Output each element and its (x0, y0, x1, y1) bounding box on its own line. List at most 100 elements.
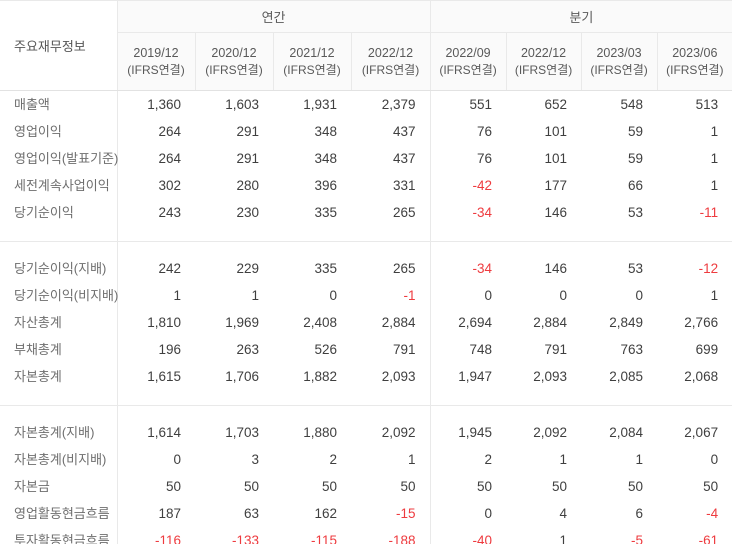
value-cell: 196 (116, 336, 195, 363)
value-cell: 513 (695, 97, 719, 112)
value-cell: 50 (116, 473, 195, 500)
value-cell: 50 (552, 479, 568, 494)
value-cell: 2,067 (684, 425, 719, 440)
value-cell: 2,084 (609, 425, 644, 440)
table-row: 부채총계 196 263 526 791 748 791 763 699 (0, 336, 732, 363)
column-standard: (IFRS연결) (439, 62, 497, 77)
section-capital-cashflow: 자본총계(지배) 1,614 1,703 1,880 2,092 1,945 2… (0, 405, 732, 544)
value-cell: 763 (620, 342, 644, 357)
column-header: 2020/12 (IFRS연결) (194, 32, 273, 91)
value-cell: 0 (429, 500, 507, 527)
value-cell: 101 (544, 151, 568, 166)
value-cell: 437 (393, 151, 416, 166)
table-row: 매출액 1,360 1,603 1,931 2,379 551 652 548 … (0, 90, 732, 118)
value-cell: 1 (710, 151, 719, 166)
column-group-row: 주요재무정보 연간 분기 (0, 0, 732, 91)
value-cell: 264 (116, 145, 195, 172)
corner-header: 주요재무정보 (0, 0, 117, 91)
column-group-annual: 연간 (116, 0, 431, 33)
table-row: 당기순이익 243 230 335 265 -34 146 53 -11 (0, 199, 732, 242)
value-cell: 59 (628, 124, 644, 139)
value-cell: -1 (403, 288, 416, 303)
column-period: 2022/12 (520, 45, 567, 60)
value-cell: 3 (251, 452, 259, 467)
column-standard: (IFRS연결) (514, 62, 573, 77)
value-cell: 2,092 (533, 425, 568, 440)
value-cell: 265 (393, 261, 416, 276)
value-cell: -12 (698, 261, 719, 276)
value-cell: 1 (710, 288, 719, 303)
value-cell: 2,766 (684, 315, 719, 330)
value-cell: 1,614 (116, 405, 195, 446)
column-standard: (IFRS연결) (361, 62, 420, 77)
value-cell: 1,615 (116, 363, 195, 406)
table-row: 영업이익(발표기준) 264 291 348 437 76 101 59 1 (0, 145, 732, 172)
value-cell: 146 (544, 261, 568, 276)
row-label: 부채총계 (14, 342, 62, 357)
value-cell: 1,703 (225, 425, 259, 440)
value-cell: 1 (635, 452, 644, 467)
value-cell: -188 (388, 533, 416, 544)
value-cell: 76 (429, 145, 507, 172)
value-cell: 146 (544, 205, 568, 220)
value-cell: 0 (116, 446, 195, 473)
table-row: 자본총계 1,615 1,706 1,882 2,093 1,947 2,093… (0, 363, 732, 406)
value-cell: 162 (314, 506, 337, 521)
value-cell: 1,603 (225, 97, 259, 112)
value-cell: 101 (544, 124, 568, 139)
value-cell: 1,360 (116, 90, 195, 118)
value-cell: -115 (310, 533, 337, 544)
value-cell: 699 (695, 342, 719, 357)
value-cell: 4 (559, 506, 568, 521)
value-cell: 50 (321, 479, 337, 494)
value-cell: 2,085 (609, 369, 644, 384)
value-cell: 50 (703, 479, 719, 494)
value-cell: 548 (620, 97, 644, 112)
value-cell: 437 (393, 124, 416, 139)
value-cell: 0 (329, 288, 337, 303)
value-cell: 264 (116, 118, 195, 145)
value-cell: 187 (116, 500, 195, 527)
value-cell: 335 (314, 205, 337, 220)
row-label: 자본금 (14, 479, 50, 494)
column-header: 2019/12 (IFRS연결) (116, 32, 195, 91)
value-cell: 6 (635, 506, 644, 521)
value-cell: 1 (559, 452, 568, 467)
value-cell: 1 (116, 282, 195, 309)
value-cell: 1,945 (429, 405, 507, 446)
value-cell: 66 (628, 178, 644, 193)
value-cell: 335 (314, 261, 337, 276)
value-cell: 1,969 (225, 315, 259, 330)
row-label: 당기순이익 (14, 205, 74, 220)
value-cell: 50 (400, 479, 416, 494)
value-cell: 59 (628, 151, 644, 166)
table-row: 당기순이익(지배) 242 229 335 265 -34 146 53 -12 (0, 241, 732, 282)
value-cell: 265 (393, 205, 416, 220)
value-cell: 2,068 (684, 369, 719, 384)
value-cell: 1 (710, 124, 719, 139)
value-cell: 2,408 (303, 315, 337, 330)
value-cell: 230 (236, 205, 259, 220)
value-cell: -34 (429, 199, 507, 242)
value-cell: 1 (251, 288, 259, 303)
value-cell: -116 (116, 527, 195, 544)
table-row: 자산총계 1,810 1,969 2,408 2,884 2,694 2,884… (0, 309, 732, 336)
value-cell: 53 (628, 261, 644, 276)
value-cell: 280 (236, 178, 259, 193)
column-header: 2023/03 (IFRS연결) (580, 32, 658, 91)
row-label: 자본총계 (14, 369, 62, 384)
value-cell: 50 (429, 473, 507, 500)
column-period: 2022/12 (367, 45, 414, 60)
value-cell: 348 (314, 124, 337, 139)
value-cell: 1 (408, 452, 416, 467)
value-cell: -42 (429, 172, 507, 199)
value-cell: 2,093 (533, 369, 568, 384)
value-cell: 526 (314, 342, 337, 357)
value-cell: 0 (429, 282, 507, 309)
value-cell: 748 (429, 336, 507, 363)
value-cell: 243 (116, 199, 195, 242)
value-cell: 53 (628, 205, 644, 220)
value-cell: -15 (396, 506, 416, 521)
value-cell: 1 (710, 178, 719, 193)
